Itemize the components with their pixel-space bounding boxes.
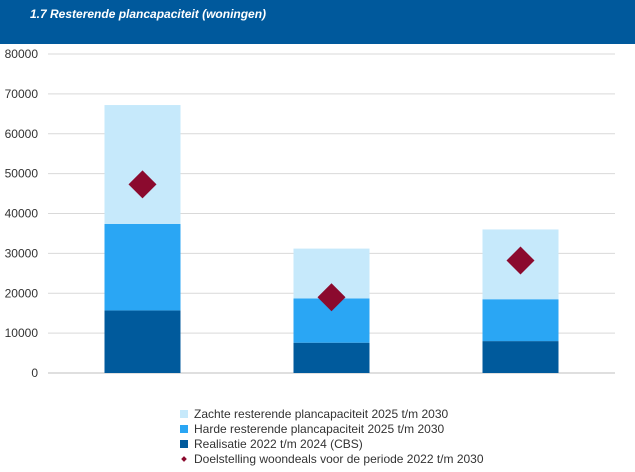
bar-realisatie (482, 341, 559, 373)
legend-swatch-realisatie (180, 439, 188, 448)
y-tick-label: 80000 (5, 47, 39, 61)
y-tick-label: 20000 (5, 286, 39, 300)
legend-label-harde: Harde resterende plancapaciteit 2025 t/m… (194, 421, 445, 436)
y-tick-label: 40000 (5, 207, 39, 221)
legend-item-realisatie: Realisatie 2022 t/m 2024 (CBS) (180, 436, 484, 451)
legend-label-doelstelling: Doelstelling woondeals voor de periode 2… (194, 451, 484, 466)
legend-item-zachte: Zachte resterende plancapaciteit 2025 t/… (180, 406, 484, 421)
y-tick-label: 0 (31, 366, 38, 380)
y-tick-label: 60000 (5, 127, 39, 141)
y-tick-label: 70000 (5, 87, 39, 101)
y-tick-label: 30000 (5, 246, 39, 260)
legend-label-realisatie: Realisatie 2022 t/m 2024 (CBS) (194, 436, 363, 451)
legend-marker-doelstelling (181, 455, 187, 462)
stacked-bar-chart: 80000 70000 60000 50000 40000 30000 20000 10000… (5, 47, 615, 380)
legend-swatch-zachte (180, 409, 188, 418)
chart-header: 1.7 Resterende plancapaciteit (woningen) (0, 0, 635, 44)
chart-title: 1.7 Resterende plancapaciteit (woningen) (30, 7, 267, 21)
legend-swatch-harde (180, 424, 188, 433)
legend-item-harde: Harde resterende plancapaciteit 2025 t/m… (180, 421, 484, 436)
bar-zachte (104, 105, 181, 224)
legend-label-zachte: Zachte resterende plancapaciteit 2025 t/… (194, 406, 449, 421)
bar-realisatie (104, 310, 181, 373)
bar-realisatie (293, 342, 370, 373)
y-tick-label: 50000 (5, 167, 39, 181)
chart-legend: Zachte resterende plancapaciteit 2025 t/… (180, 406, 484, 466)
marker-doelstelling (506, 246, 535, 275)
bar-harde (104, 223, 181, 311)
bar-harde (482, 299, 559, 342)
legend-item-doelstelling: Doelstelling woondeals voor de periode 2… (180, 451, 484, 466)
y-tick-label: 10000 (5, 326, 39, 340)
marker-doelstelling (317, 283, 346, 312)
marker-doelstelling (128, 170, 157, 199)
